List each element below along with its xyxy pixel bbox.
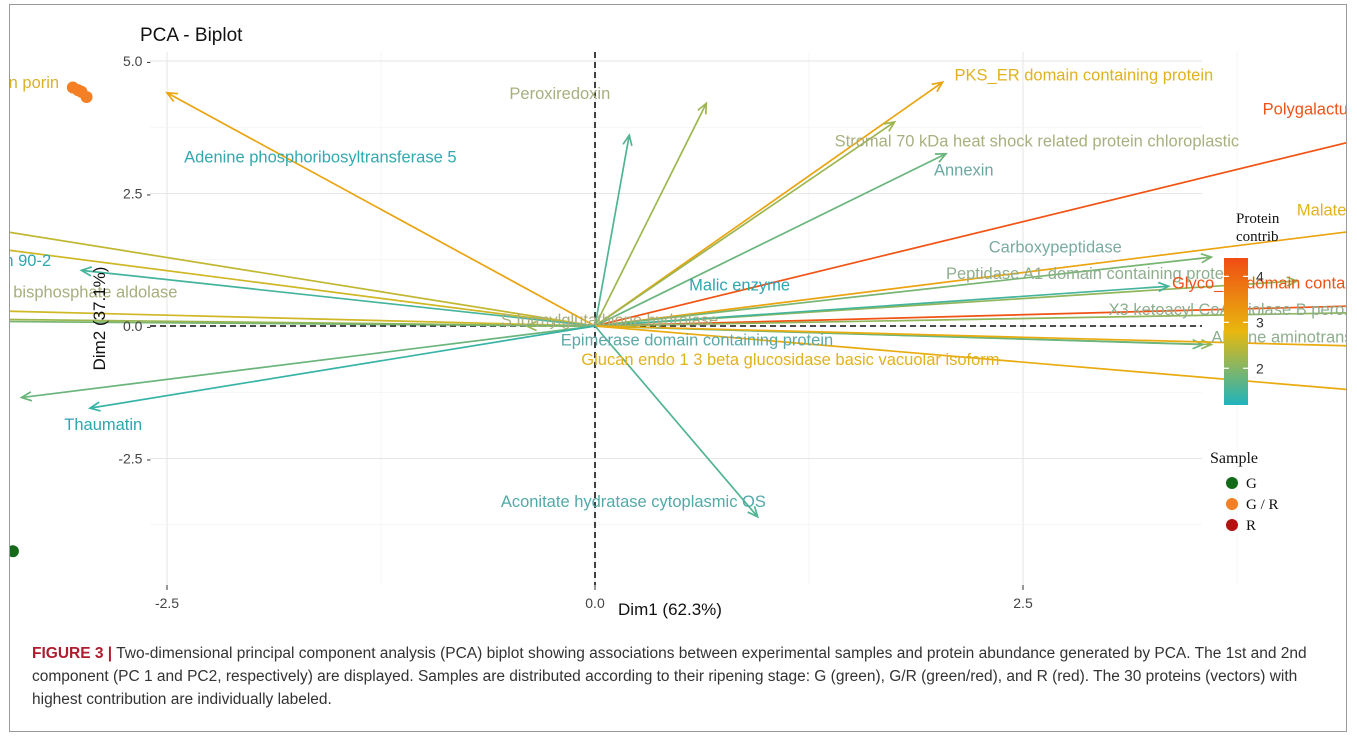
vector-label-10: Carboxypeptidase (989, 239, 1122, 257)
vector-label-26: Aconitate hydratase cytoplasmic OS (501, 493, 766, 511)
vector-arrow-19 (10, 320, 596, 327)
sample-legend-key (1226, 498, 1238, 510)
sample-legend-key (1226, 477, 1238, 489)
vector-arrowhead-1 (697, 101, 708, 115)
vector-arrow-25 (89, 325, 596, 409)
vector-arrowhead-11 (79, 266, 93, 277)
vector-label-1: Peroxiredoxin (509, 85, 610, 103)
vector-arrow-4 (594, 121, 896, 327)
vector-label-3: Polygalacturonase inhibitor (1263, 101, 1346, 119)
vector-arrow-9 (594, 231, 1346, 327)
vector-label-11: Heat shock protein 90-2 (10, 252, 51, 270)
vector-label-2: PKS_ER domain containing protein (955, 66, 1214, 84)
vector-arrowhead-6 (934, 152, 948, 163)
vector-arrow-6 (594, 152, 947, 327)
vector-arrow-0 (166, 92, 596, 327)
vector-arrow-16 (594, 311, 1346, 327)
vector-arrowhead-13 (1157, 281, 1171, 293)
vector-arrow-11 (81, 269, 596, 327)
vector-label-17: S formylglutathione hydrolase (501, 312, 718, 330)
vector-arrowhead-4 (883, 120, 897, 132)
x-axis-label: Dim1 (62.3%) (618, 600, 722, 619)
vector-arrow-8 (10, 249, 596, 327)
vector-label-4: Stromal 70 kDa heat shock related protei… (835, 133, 1239, 151)
vector-arrow-15 (10, 310, 596, 327)
vector-arrowhead-0 (165, 91, 179, 103)
sample-legend-key (1226, 519, 1238, 531)
y-axis-label: Dim2 (37.1%) (90, 267, 109, 371)
vector-label-9: Malate dehydrogenase (1297, 201, 1346, 219)
vector-arrowhead-5 (622, 133, 633, 147)
sample-legend-label: G / R (1246, 497, 1279, 513)
y-tick-label: 0.0 - (123, 318, 151, 334)
contrib-legend-title: Protein (1236, 211, 1280, 227)
figure-frame: Mitochondrial outer membrane protein por… (9, 4, 1347, 732)
y-tick-label: -2.5 - (118, 451, 151, 467)
caption-label: FIGURE 3 | (32, 645, 113, 662)
vector-arrowhead-25 (87, 401, 101, 412)
x-tick-label: 2.5 (1013, 595, 1033, 611)
sample-point-GR-3 (71, 84, 84, 97)
vector-arrowhead-10 (1200, 252, 1214, 264)
x-tick-label: 0.0 (585, 595, 605, 611)
vector-arrow-23 (594, 325, 1346, 391)
vector-arrow-14 (594, 305, 1346, 327)
x-tick-label: -2.5 (155, 595, 179, 611)
vector-arrow-3 (594, 141, 1346, 327)
vector-arrow-26 (594, 325, 759, 518)
colorbar-tick-label: 3 (1256, 314, 1264, 330)
y-tick-label: 2.5 - (123, 186, 151, 202)
figure-caption: FIGURE 3 | Two-dimensional principal com… (32, 642, 1342, 711)
vector-label-14: Glyco_18 domain containing protein (1172, 275, 1346, 293)
caption-text: Two-dimensional principal component anal… (32, 645, 1307, 708)
contrib-legend-title: contrib (1236, 229, 1279, 245)
vector-label-13: Malic enzyme (689, 277, 790, 295)
vector-arrow-1 (594, 103, 708, 327)
y-tick-label: 5.0 - (123, 53, 151, 69)
vector-arrowhead-12 (1286, 276, 1300, 287)
vector-label-22: Glucan endo 1 3 beta glucosidase basic v… (581, 351, 999, 369)
sample-legend-label: R (1246, 518, 1256, 534)
vector-arrow-7 (10, 231, 596, 327)
pca-biplot: Mitochondrial outer membrane protein por… (10, 25, 1346, 619)
vector-arrow-10 (594, 256, 1212, 327)
vector-arrow-22 (594, 325, 1346, 347)
sample-point-GR-2 (80, 91, 93, 104)
vector-label-5: Adenine phosphoribosyltransferase 5 (184, 148, 456, 166)
sample-point-G-1 (10, 545, 19, 558)
sample-legend-title: Sample (1210, 450, 1258, 467)
chart-title: PCA - Biplot (140, 25, 243, 46)
vector-label-6: Annexin (934, 162, 994, 180)
vector-arrow-5 (594, 135, 631, 327)
vector-label-25: Thaumatin (64, 416, 142, 434)
colorbar-tick-label: 4 (1256, 268, 1264, 284)
vector-label-21: Epimerase domain containing protein (561, 331, 833, 349)
vector-arrowhead-26 (747, 506, 759, 519)
vector-arrow-2 (594, 81, 944, 327)
vector-arrow-13 (594, 285, 1169, 327)
vector-label-12: Peptidase A1 domain containing protein (946, 265, 1237, 283)
colorbar-tick-label: 2 (1256, 360, 1264, 376)
vector-label-18: Fructose bisphosphate aldolase (10, 284, 177, 302)
contrib-colorbar (1224, 258, 1248, 405)
vector-arrowhead-2 (931, 81, 945, 93)
vector-label-0: Mitochondrial outer membrane protein por… (10, 74, 59, 92)
vector-arrow-24 (21, 325, 596, 399)
sample-legend-label: G (1246, 476, 1257, 492)
vector-arrowhead-24 (19, 391, 33, 402)
